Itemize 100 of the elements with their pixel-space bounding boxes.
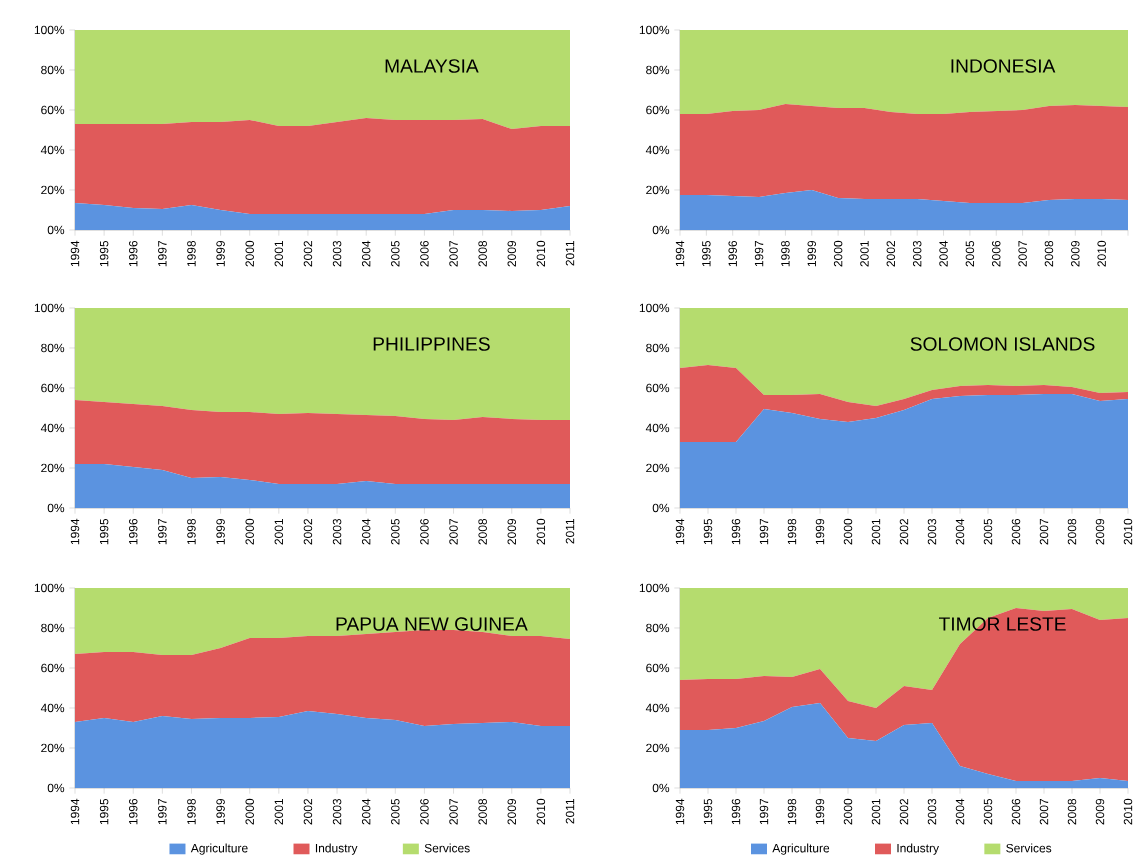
y-tick-label: 60% bbox=[646, 383, 670, 393]
x-tick-label: 1999 bbox=[216, 240, 225, 267]
x-tick-label: 2006 bbox=[420, 798, 429, 825]
y-tick-label: 80% bbox=[41, 65, 65, 75]
x-tick-label: 2007 bbox=[1018, 241, 1027, 267]
legend-label: Agriculture bbox=[772, 843, 830, 855]
y-tick-label: 40% bbox=[645, 423, 670, 433]
x-tick-label: 2003 bbox=[912, 240, 922, 267]
text: SOLOMON ISLANDS bbox=[910, 337, 1095, 351]
y-tick-label: 40% bbox=[40, 145, 65, 155]
y-tick-label: 100% bbox=[34, 303, 65, 313]
y-tick-label: 40% bbox=[40, 423, 65, 433]
x-tick-label: 1998 bbox=[187, 518, 196, 545]
text: PHILIPPINES bbox=[373, 337, 490, 351]
x-tick-label: 2008 bbox=[1044, 240, 1054, 267]
x-tick-label: 1998 bbox=[781, 240, 790, 267]
x-tick-label: 1998 bbox=[787, 518, 797, 545]
x-tick-label: 1994 bbox=[675, 518, 685, 545]
x-tick-label: 2002 bbox=[886, 241, 896, 267]
x-tick-label: 1997 bbox=[158, 241, 167, 267]
y-tick-label: 80% bbox=[646, 343, 670, 353]
y-tick-label: 20% bbox=[646, 185, 670, 195]
x-tick-label: 2009 bbox=[507, 518, 517, 545]
x-tick-label: 1994 bbox=[675, 798, 685, 825]
x-tick-label: 1995 bbox=[702, 240, 711, 267]
x-tick-label: 1996 bbox=[128, 518, 138, 545]
x-tick-label: 2000 bbox=[245, 518, 254, 545]
x-tick-label: 1997 bbox=[158, 519, 167, 545]
y-tick-label: 60% bbox=[646, 663, 670, 673]
x-tick-label: 2000 bbox=[843, 518, 853, 545]
x-tick-label: 1996 bbox=[128, 240, 138, 267]
x-tick-label: 2006 bbox=[420, 240, 429, 267]
x-tick-label: 1997 bbox=[759, 519, 769, 545]
x-tick-label: 1994 bbox=[70, 240, 80, 267]
x-tick-label: 2002 bbox=[303, 799, 313, 825]
x-tick-label: 1998 bbox=[187, 798, 196, 825]
y-tick-label: 60% bbox=[41, 105, 65, 115]
x-tick-label: 2004 bbox=[361, 240, 371, 267]
x-tick-label: 2008 bbox=[478, 240, 487, 267]
x-tick-label: 2000 bbox=[833, 240, 843, 267]
x-tick-label: 1995 bbox=[99, 798, 109, 825]
x-tick-label: 1999 bbox=[216, 798, 225, 825]
x-tick-label: 2005 bbox=[391, 518, 400, 545]
y-tick-label: 20% bbox=[41, 463, 65, 473]
x-tick-label: 2001 bbox=[860, 240, 869, 267]
x-tick-label: 2007 bbox=[449, 799, 458, 825]
y-tick-label: 80% bbox=[41, 343, 65, 353]
x-tick-label: 2001 bbox=[871, 518, 881, 545]
y-tick-label: 0% bbox=[47, 503, 65, 513]
x-tick-label: 1994 bbox=[70, 798, 80, 825]
x-tick-label: 2000 bbox=[843, 798, 853, 825]
legend-label: Services bbox=[424, 843, 470, 853]
x-tick-label: 2010 bbox=[1097, 240, 1106, 267]
x-tick-label: 1995 bbox=[703, 518, 713, 545]
x-tick-label: 1994 bbox=[675, 240, 685, 267]
x-tick-label: 2008 bbox=[478, 518, 487, 545]
x-tick-label: 1996 bbox=[731, 518, 741, 545]
y-tick-label: 0% bbox=[47, 225, 65, 235]
x-tick-label: 2010 bbox=[536, 798, 546, 825]
y-tick-label: 100% bbox=[34, 583, 65, 593]
y-tick-label: 100% bbox=[639, 303, 670, 313]
x-tick-label: 2001 bbox=[274, 240, 284, 267]
x-tick-label: 2008 bbox=[478, 798, 487, 825]
x-tick-label: 1999 bbox=[807, 240, 817, 267]
x-tick-label: 1998 bbox=[187, 240, 196, 267]
x-tick-label: 2000 bbox=[245, 798, 254, 825]
x-tick-label: 2004 bbox=[955, 518, 965, 545]
x-tick-label: 2003 bbox=[332, 518, 342, 545]
x-tick-label: 2006 bbox=[420, 518, 429, 545]
legend-label: Industry bbox=[315, 843, 358, 855]
x-tick-label: 2004 bbox=[361, 518, 371, 545]
y-tick-label: 80% bbox=[646, 623, 670, 633]
x-tick-label: 2005 bbox=[965, 240, 975, 267]
x-tick-label: 2006 bbox=[1011, 798, 1021, 825]
x-tick-label: 2009 bbox=[507, 240, 517, 267]
x-tick-label: 2010 bbox=[1123, 798, 1133, 825]
y-tick-label: 20% bbox=[41, 743, 65, 753]
x-tick-label: 2008 bbox=[1067, 798, 1077, 825]
x-tick-label: 2006 bbox=[1011, 518, 1021, 545]
x-tick-label: 1999 bbox=[815, 518, 825, 545]
text: MALAYSIA bbox=[385, 59, 479, 73]
x-tick-label: 2001 bbox=[274, 518, 284, 545]
x-tick-label: 2010 bbox=[1123, 518, 1133, 545]
y-tick-label: 60% bbox=[41, 383, 65, 393]
x-tick-label: 1996 bbox=[728, 240, 737, 267]
x-tick-label: 2001 bbox=[871, 798, 881, 825]
legend-label: Services bbox=[1006, 843, 1052, 853]
x-tick-label: 2007 bbox=[449, 519, 458, 545]
text: INDONESIA bbox=[951, 59, 1056, 73]
legend-label: Agriculture bbox=[190, 843, 248, 855]
x-tick-label: 1997 bbox=[759, 799, 769, 825]
x-tick-label: 2007 bbox=[449, 241, 458, 267]
y-tick-label: 100% bbox=[34, 25, 65, 35]
y-tick-label: 80% bbox=[41, 623, 65, 633]
y-tick-label: 0% bbox=[652, 225, 670, 235]
x-tick-label: 2005 bbox=[983, 518, 993, 545]
x-tick-label: 1995 bbox=[99, 518, 109, 545]
x-tick-label: 2011 bbox=[565, 518, 575, 544]
x-tick-label: 2002 bbox=[303, 241, 313, 267]
x-tick-label: 2006 bbox=[991, 240, 1001, 267]
